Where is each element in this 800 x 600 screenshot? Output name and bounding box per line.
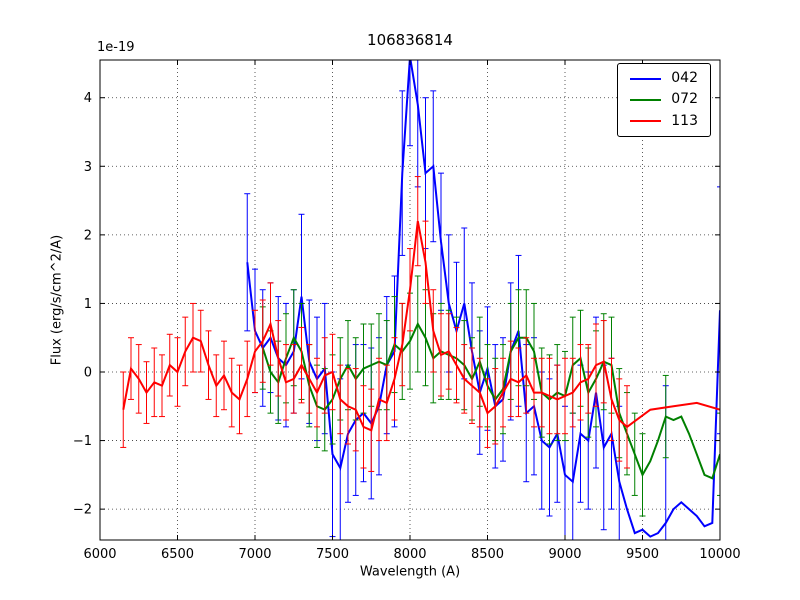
x-tick-label: 9500 bbox=[626, 547, 659, 562]
legend-label: 072 bbox=[671, 91, 698, 108]
series-line-072 bbox=[261, 321, 720, 480]
plot-title: 106836814 bbox=[367, 31, 453, 49]
x-tick-label: 7500 bbox=[316, 547, 349, 562]
x-tick-label: 6500 bbox=[161, 547, 194, 562]
y-tick-label: −2 bbox=[73, 503, 92, 518]
y-tick-label: 4 bbox=[84, 91, 92, 106]
legend-entry-113: 113 bbox=[630, 112, 698, 129]
legend-label: 113 bbox=[671, 112, 698, 129]
y-tick-label: −1 bbox=[73, 434, 92, 449]
legend-line-sample-icon bbox=[630, 77, 662, 80]
series-line-113 bbox=[122, 220, 720, 432]
y-axis-offset-text: 1e-19 bbox=[97, 40, 135, 55]
errorbars-072 bbox=[259, 275, 720, 517]
legend-label: 042 bbox=[671, 70, 698, 86]
legend-entry-072: 072 bbox=[630, 91, 698, 108]
x-tick-label: 10000 bbox=[699, 547, 740, 562]
y-axis-label: Flux (erg/s/cm^2/A) bbox=[49, 234, 65, 366]
y-tick-label: 1 bbox=[84, 297, 92, 312]
x-tick-label: 9000 bbox=[548, 547, 581, 562]
x-tick-label: 8500 bbox=[471, 547, 504, 562]
series-group bbox=[120, 60, 720, 540]
legend: 042 072 113 bbox=[617, 63, 711, 138]
axis-ticks: 6000 6500 7000 7500 8000 8500 9000 9500 10000 −2 −… bbox=[73, 60, 741, 562]
y-tick-label: 2 bbox=[84, 228, 92, 243]
x-tick-label: 6000 bbox=[83, 547, 116, 562]
y-tick-label: 3 bbox=[84, 160, 92, 175]
x-axis-label: Wavelength (A) bbox=[359, 564, 461, 580]
legend-line-sample-icon bbox=[630, 99, 662, 102]
legend-entry-042: 042 bbox=[630, 70, 698, 86]
legend-line-sample-icon bbox=[630, 120, 662, 123]
x-tick-label: 7000 bbox=[238, 547, 271, 562]
y-tick-label: 0 bbox=[84, 366, 92, 381]
errorbars-113 bbox=[120, 176, 630, 472]
x-tick-label: 8000 bbox=[393, 547, 426, 562]
series-line-042 bbox=[246, 60, 720, 538]
